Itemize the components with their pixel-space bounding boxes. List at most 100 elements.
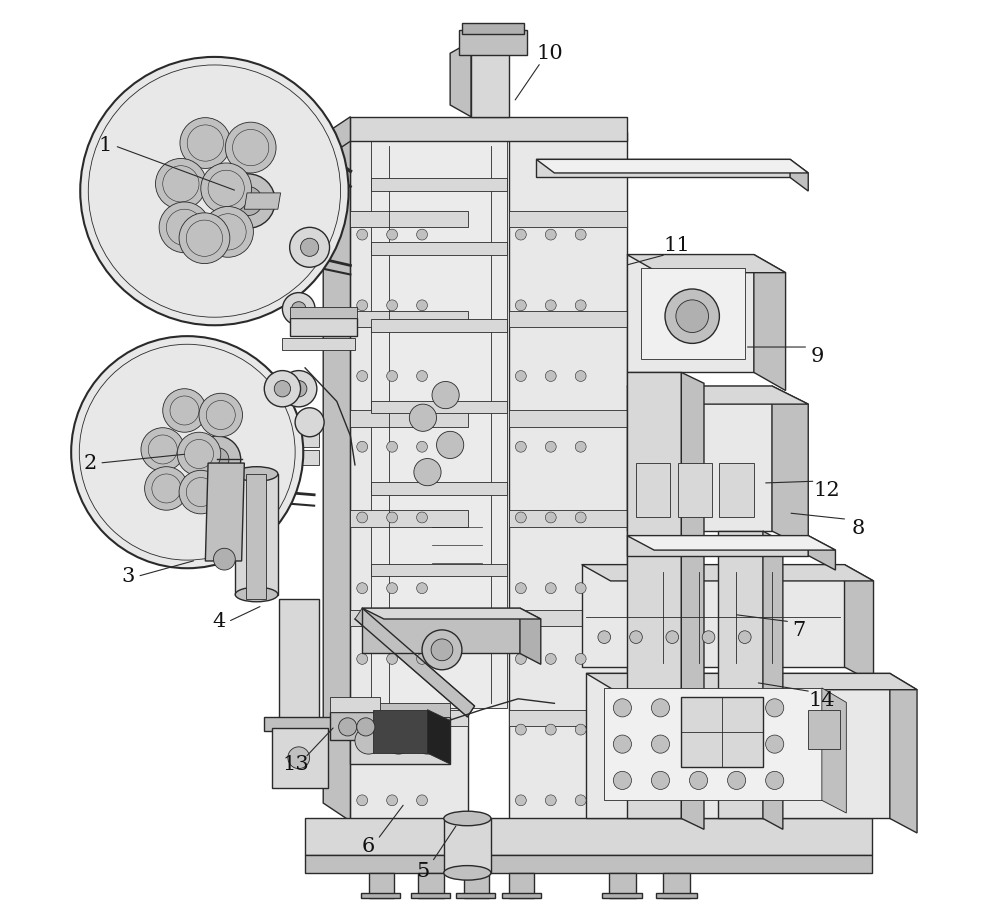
Circle shape bbox=[613, 771, 631, 789]
Circle shape bbox=[766, 735, 784, 753]
Polygon shape bbox=[718, 531, 763, 818]
Circle shape bbox=[357, 229, 368, 240]
Polygon shape bbox=[235, 474, 278, 595]
Circle shape bbox=[575, 725, 586, 735]
Circle shape bbox=[515, 583, 526, 594]
Polygon shape bbox=[681, 372, 704, 829]
Circle shape bbox=[180, 118, 231, 168]
Polygon shape bbox=[602, 893, 642, 898]
Circle shape bbox=[431, 639, 453, 661]
Polygon shape bbox=[627, 536, 835, 550]
Circle shape bbox=[414, 727, 441, 754]
Polygon shape bbox=[509, 311, 627, 327]
Circle shape bbox=[387, 370, 398, 381]
Polygon shape bbox=[627, 254, 754, 372]
Polygon shape bbox=[790, 159, 808, 191]
Polygon shape bbox=[350, 510, 468, 527]
Circle shape bbox=[422, 630, 462, 670]
Circle shape bbox=[728, 735, 746, 753]
Polygon shape bbox=[636, 463, 670, 518]
Circle shape bbox=[409, 404, 437, 431]
Polygon shape bbox=[323, 117, 350, 159]
Circle shape bbox=[385, 727, 412, 754]
Circle shape bbox=[205, 448, 229, 471]
Circle shape bbox=[80, 57, 349, 325]
Circle shape bbox=[417, 654, 427, 665]
Circle shape bbox=[575, 229, 586, 240]
Text: 3: 3 bbox=[122, 567, 135, 586]
Circle shape bbox=[177, 432, 221, 476]
Polygon shape bbox=[509, 133, 627, 821]
Circle shape bbox=[630, 631, 642, 644]
Polygon shape bbox=[371, 178, 507, 191]
Polygon shape bbox=[371, 319, 507, 331]
Polygon shape bbox=[772, 386, 808, 549]
Circle shape bbox=[288, 747, 310, 768]
Polygon shape bbox=[754, 254, 786, 390]
Polygon shape bbox=[350, 410, 468, 427]
Polygon shape bbox=[627, 372, 681, 818]
Circle shape bbox=[545, 512, 556, 523]
Circle shape bbox=[387, 229, 398, 240]
Circle shape bbox=[545, 725, 556, 735]
Text: 10: 10 bbox=[536, 44, 563, 63]
Circle shape bbox=[738, 631, 751, 644]
Polygon shape bbox=[656, 893, 697, 898]
Text: 1: 1 bbox=[99, 136, 112, 155]
Circle shape bbox=[545, 654, 556, 665]
Circle shape bbox=[290, 227, 330, 267]
Polygon shape bbox=[371, 637, 507, 649]
Ellipse shape bbox=[444, 865, 491, 880]
Polygon shape bbox=[681, 697, 763, 766]
Polygon shape bbox=[264, 717, 335, 731]
Circle shape bbox=[432, 381, 459, 409]
Polygon shape bbox=[845, 565, 874, 683]
Circle shape bbox=[417, 370, 427, 381]
Circle shape bbox=[301, 238, 319, 256]
Polygon shape bbox=[450, 42, 471, 117]
Circle shape bbox=[575, 300, 586, 311]
Polygon shape bbox=[350, 311, 468, 327]
Circle shape bbox=[357, 794, 368, 805]
Polygon shape bbox=[350, 211, 468, 227]
Polygon shape bbox=[427, 710, 450, 764]
Polygon shape bbox=[536, 159, 808, 173]
Circle shape bbox=[613, 735, 631, 753]
Circle shape bbox=[545, 583, 556, 594]
Polygon shape bbox=[627, 254, 786, 272]
Polygon shape bbox=[323, 133, 350, 821]
Circle shape bbox=[575, 583, 586, 594]
Polygon shape bbox=[502, 893, 541, 898]
Circle shape bbox=[357, 300, 368, 311]
Circle shape bbox=[387, 583, 398, 594]
Circle shape bbox=[387, 725, 398, 735]
Circle shape bbox=[155, 158, 206, 209]
Polygon shape bbox=[205, 463, 244, 561]
Circle shape bbox=[545, 441, 556, 452]
Polygon shape bbox=[361, 893, 400, 898]
Circle shape bbox=[651, 735, 670, 753]
Polygon shape bbox=[371, 142, 507, 708]
Polygon shape bbox=[350, 704, 450, 717]
Polygon shape bbox=[678, 463, 712, 518]
Circle shape bbox=[515, 441, 526, 452]
Polygon shape bbox=[509, 510, 627, 527]
Circle shape bbox=[515, 794, 526, 805]
Polygon shape bbox=[362, 608, 541, 619]
Polygon shape bbox=[355, 608, 475, 717]
Circle shape bbox=[414, 459, 441, 486]
Circle shape bbox=[71, 336, 303, 568]
Polygon shape bbox=[586, 674, 917, 690]
Ellipse shape bbox=[235, 587, 278, 602]
Circle shape bbox=[163, 389, 206, 432]
Polygon shape bbox=[509, 211, 627, 227]
Polygon shape bbox=[582, 565, 874, 581]
Text: 12: 12 bbox=[813, 480, 840, 499]
Circle shape bbox=[651, 699, 670, 717]
Circle shape bbox=[515, 725, 526, 735]
Ellipse shape bbox=[235, 467, 278, 481]
Polygon shape bbox=[627, 536, 808, 556]
Circle shape bbox=[689, 771, 708, 789]
Circle shape bbox=[357, 718, 375, 736]
Circle shape bbox=[387, 654, 398, 665]
